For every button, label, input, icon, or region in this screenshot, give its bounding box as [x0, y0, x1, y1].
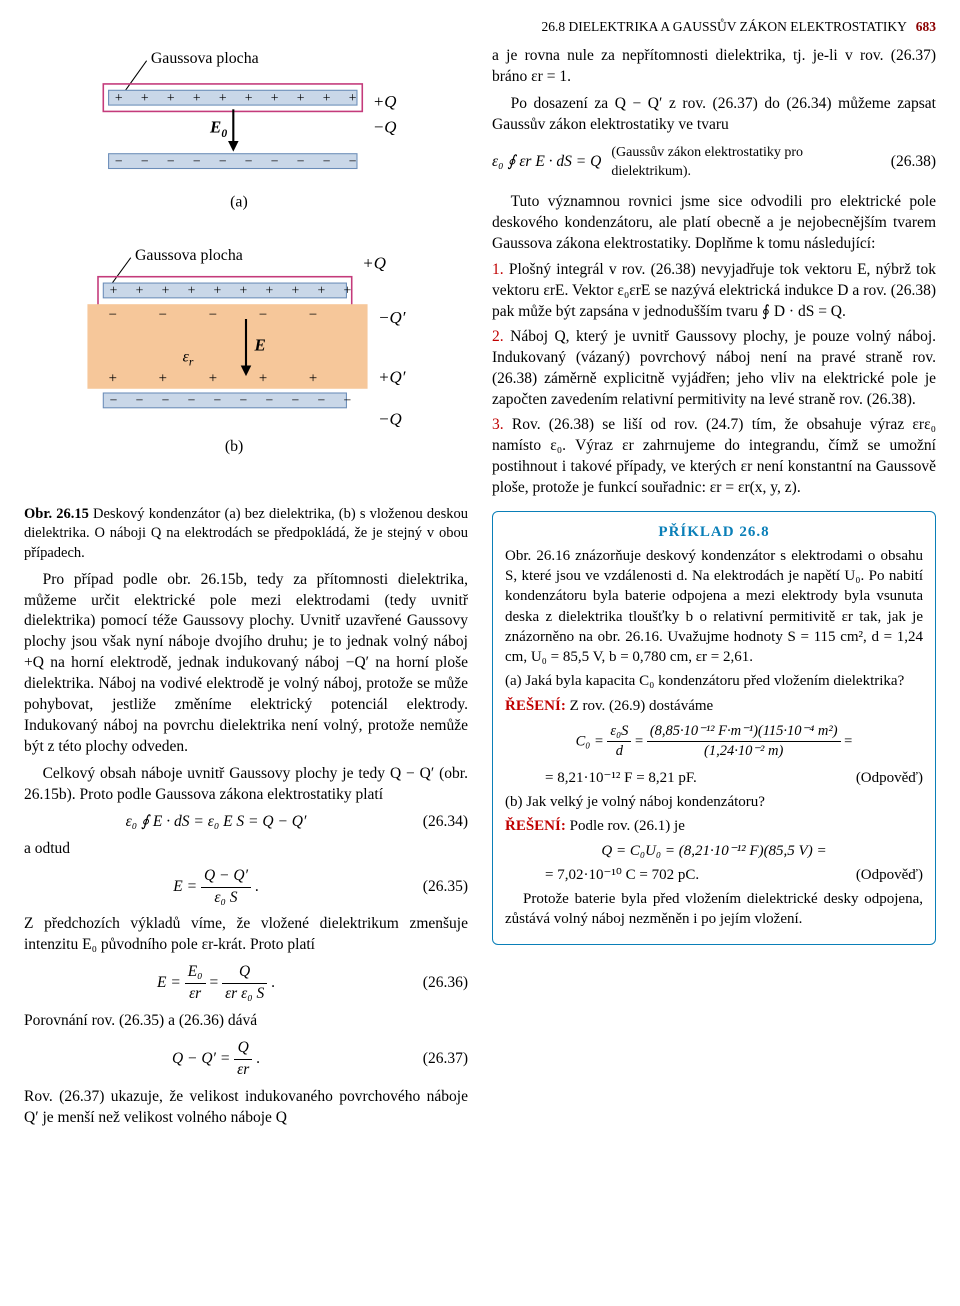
left-para-1: Pro případ podle obr. 26.15b, tedy za př… [24, 570, 468, 758]
eq-26-37: Q − Q′ = Qεr . (26.37) [24, 1038, 468, 1081]
fig-b-svg: Gaussova plocha +Q + + + + + + + + + + −… [24, 245, 468, 488]
example-p1: Obr. 26.16 znázorňuje deskový kondenzáto… [505, 546, 923, 668]
li3-num: 3. [492, 416, 504, 433]
left-para-5: Porovnání rov. (26.35) a (26.36) dává [24, 1011, 468, 1032]
svg-text:− − − − −: − − − − − [109, 307, 337, 323]
answer-b: (Odpověď) [856, 865, 923, 885]
right-column: a je rovna nule za nepřítomnosti dielekt… [492, 46, 936, 1135]
example-resA-line: ŘEŠENÍ: Z rov. (26.9) dostáváme [505, 696, 923, 716]
list-item-2: 2. Náboj Q, který je uvnitř Gaussovy plo… [492, 327, 936, 411]
law-n: (26.38) [876, 152, 936, 173]
eq-26-34: ε₀ ∮ E · dS = ε₀ E S = Q − Q′ (26.34) [24, 812, 468, 833]
right-para-1: a je rovna nule za nepřítomnosti dielekt… [492, 46, 936, 88]
law-desc: (Gaussův zákon elektrostatiky pro dielek… [611, 144, 876, 182]
eq-26-36: E = E₀εr = Qεr ε₀ S . (26.36) [24, 962, 468, 1005]
fig-a-panel-label: (a) [230, 194, 248, 211]
example-p2: Protože baterie byla před vložením diele… [505, 889, 923, 930]
fig-b-panel-label: (b) [225, 438, 243, 455]
li2-text: Náboj Q, který je uvnitř Gaussovy plochy… [492, 328, 936, 408]
fig-b-plusQ: +Q [362, 253, 386, 272]
svg-text:− − − − − − − − − −: − − − − − − − − − − [115, 154, 364, 169]
example-title: PŘÍKLAD 26.8 [505, 522, 923, 542]
fig-b-plusQp: +Q′ [378, 367, 406, 386]
fig-b-gp-label: Gaussova plocha [135, 247, 243, 264]
figcap-text: Deskový kondenzátor (a) bez dielektrika,… [24, 506, 468, 561]
eq34-num: (26.34) [408, 812, 468, 833]
eq36-an: E₀ [185, 962, 206, 984]
enumerated-list: 1. Plošný integrál v rov. (26.38) nevyja… [492, 260, 936, 498]
eqA-f2d: (1,24·10⁻² m) [647, 742, 841, 762]
fig-a-plusQ: +Q [373, 92, 397, 111]
eq35-n: (26.35) [408, 877, 468, 898]
eqA-lhs: C₀ = [576, 733, 604, 749]
left-para-6: Rov. (26.37) ukazuje, že velikost induko… [24, 1087, 468, 1129]
page-number: 683 [916, 19, 936, 34]
eqA-f1d: d [607, 742, 631, 762]
eq34-body: ε₀ ∮ E · dS = ε₀ E S = Q − Q′ [126, 813, 307, 830]
eqA-res-line: = 8,21·10⁻¹² F = 8,21 pF. (Odpověď) [505, 768, 923, 788]
eq36-n: (26.36) [408, 973, 468, 994]
svg-text:+ + + + + + + + + +: + + + + + + + + + + [110, 283, 359, 298]
eqB1: Q = C₀U₀ = (8,21·10⁻¹² F)(85,5 V) = [505, 841, 923, 861]
fig-a-svg: Gaussova plocha + + + + + + + + + + E0 +… [24, 48, 468, 228]
eq36-bn: Q [222, 962, 267, 984]
gauss-law-box: ε₀ ∮ εr E · dS = Q (Gaussův zákon elektr… [492, 144, 936, 182]
li1-text: Plošný integrál v rov. (26.38) nevyjadřu… [492, 261, 936, 320]
eq36-bd: εr ε₀ S [222, 984, 267, 1005]
resB-text: Podle rov. (26.1) je [570, 818, 685, 834]
li2-num: 2. [492, 328, 504, 345]
example-qa: (a) Jaká byla kapacita C₀ kondenzátoru p… [505, 671, 923, 691]
example-eqA: C₀ = ε₀Sd = (8,85·10⁻¹² F·m⁻¹)(115·10⁻⁴ … [505, 722, 923, 762]
left-para-4: Z předchozích výkladů víme, že vložené d… [24, 914, 468, 956]
eqA-res: = 8,21·10⁻¹² F = 8,21 pF. [545, 770, 697, 786]
fig-b-minusQp: −Q′ [378, 308, 406, 327]
answer-a: (Odpověď) [856, 768, 923, 788]
resA-text: Z rov. (26.9) dostáváme [570, 698, 714, 714]
eq-26-35: E = Q − Q′ε₀ S . (26.35) [24, 866, 468, 909]
figure-b: Gaussova plocha +Q + + + + + + + + + + −… [24, 245, 468, 495]
eq37-num: Q [234, 1038, 252, 1060]
eq35-num: Q − Q′ [201, 866, 251, 888]
eqB2: = 7,02·10⁻¹⁰ C = 702 pC. [545, 867, 699, 883]
left-para-3: a odtud [24, 839, 468, 860]
eq36-lhs: E = [157, 974, 181, 991]
eqA-f1n: ε₀S [607, 722, 631, 743]
fig-a-minusQ-upper: −Q [373, 118, 397, 137]
law-eq: ε₀ ∮ εr E · dS = Q [492, 152, 611, 173]
right-para-2: Po dosazení za Q − Q′ z rov. (26.37) do … [492, 94, 936, 136]
eq35-den: ε₀ S [201, 888, 251, 909]
left-para-2: Celkový obsah náboje uvnitř Gaussovy plo… [24, 764, 468, 806]
fig-b-minusQ: −Q [378, 410, 402, 429]
eq37-n: (26.37) [408, 1049, 468, 1070]
eqA-f2n: (8,85·10⁻¹² F·m⁻¹)(115·10⁻⁴ m²) [647, 722, 841, 743]
section-title: 26.8 DIELEKTRIKA A GAUSSŮV ZÁKON ELEKTRO… [541, 19, 906, 34]
eqB2-line: = 7,02·10⁻¹⁰ C = 702 pC. (Odpověď) [505, 865, 923, 885]
svg-text:− − − − − − − − − −: − − − − − − − − − − [110, 392, 359, 407]
left-column: Gaussova plocha + + + + + + + + + + E0 +… [24, 46, 468, 1135]
fig-b-E: E [253, 336, 265, 355]
li1-num: 1. [492, 261, 504, 278]
fig-a-gp-label: Gaussova plocha [151, 50, 259, 67]
svg-text:+ + + + +: + + + + + [109, 370, 337, 386]
li3-text: Rov. (26.38) se liší od rov. (24.7) tím,… [492, 416, 936, 496]
figure-caption: Obr. 26.15 Deskový kondenzátor (a) bez d… [24, 505, 468, 564]
fig-a-E0: E0 [209, 118, 227, 140]
figure-a: Gaussova plocha + + + + + + + + + + E0 +… [24, 48, 468, 235]
figcap-lead: Obr. 26.15 [24, 506, 89, 522]
svg-text:+ + + + + + + + + +: + + + + + + + + + + [115, 90, 364, 105]
example-qb: (b) Jak velký je volný náboj kondenzátor… [505, 792, 923, 812]
eq37-lhs: Q − Q′ = [172, 1050, 230, 1067]
right-para-3: Tuto významnou rovnici jsme sice odvodil… [492, 192, 936, 255]
reseni-a: ŘEŠENÍ: [505, 698, 566, 714]
list-item-3: 3. Rov. (26.38) se liší od rov. (24.7) t… [492, 415, 936, 499]
eq35-lhs: E = [173, 878, 197, 895]
eq36-ad: εr [185, 984, 206, 1005]
reseni-b: ŘEŠENÍ: [505, 818, 566, 834]
running-head: 26.8 DIELEKTRIKA A GAUSSŮV ZÁKON ELEKTRO… [24, 18, 936, 36]
eq37-den: εr [234, 1060, 252, 1081]
example-resB-line: ŘEŠENÍ: Podle rov. (26.1) je [505, 816, 923, 836]
example-box: PŘÍKLAD 26.8 Obr. 26.16 znázorňuje desko… [492, 511, 936, 945]
list-item-1: 1. Plošný integrál v rov. (26.38) nevyja… [492, 260, 936, 323]
